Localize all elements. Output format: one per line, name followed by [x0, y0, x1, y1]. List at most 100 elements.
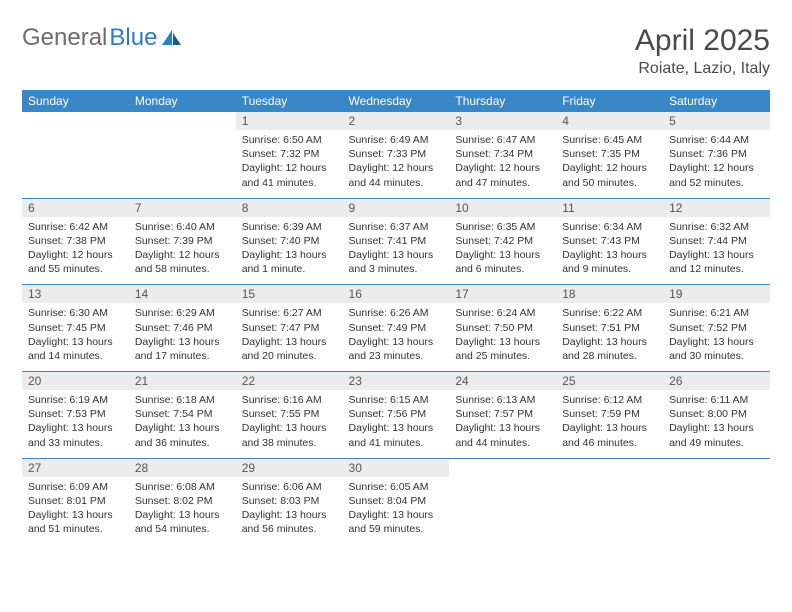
calendar-cell: 4Sunrise: 6:45 AMSunset: 7:35 PMDaylight…: [556, 112, 663, 198]
calendar-cell: 18Sunrise: 6:22 AMSunset: 7:51 PMDayligh…: [556, 285, 663, 372]
day-number: 20: [22, 372, 129, 390]
calendar-cell: 3Sunrise: 6:47 AMSunset: 7:34 PMDaylight…: [449, 112, 556, 198]
calendar-cell: 9Sunrise: 6:37 AMSunset: 7:41 PMDaylight…: [343, 198, 450, 285]
day-number: 8: [236, 199, 343, 217]
calendar-cell: 15Sunrise: 6:27 AMSunset: 7:47 PMDayligh…: [236, 285, 343, 372]
day-number: 2: [343, 112, 450, 130]
day-details: Sunrise: 6:44 AMSunset: 7:36 PMDaylight:…: [663, 130, 770, 198]
day-number: 26: [663, 372, 770, 390]
calendar-cell: 5Sunrise: 6:44 AMSunset: 7:36 PMDaylight…: [663, 112, 770, 198]
day-number: 10: [449, 199, 556, 217]
day-number: 1: [236, 112, 343, 130]
day-details: Sunrise: 6:49 AMSunset: 7:33 PMDaylight:…: [343, 130, 450, 198]
day-number: 21: [129, 372, 236, 390]
day-number: 3: [449, 112, 556, 130]
calendar-cell: 17Sunrise: 6:24 AMSunset: 7:50 PMDayligh…: [449, 285, 556, 372]
header: GeneralBlue April 2025 Roiate, Lazio, It…: [22, 24, 770, 78]
day-details: Sunrise: 6:21 AMSunset: 7:52 PMDaylight:…: [663, 303, 770, 371]
day-details: Sunrise: 6:19 AMSunset: 7:53 PMDaylight:…: [22, 390, 129, 458]
calendar-week-row: 20Sunrise: 6:19 AMSunset: 7:53 PMDayligh…: [22, 372, 770, 459]
day-number: 29: [236, 459, 343, 477]
day-details: Sunrise: 6:42 AMSunset: 7:38 PMDaylight:…: [22, 217, 129, 285]
logo-text-general: General: [22, 24, 107, 52]
calendar-cell: 2Sunrise: 6:49 AMSunset: 7:33 PMDaylight…: [343, 112, 450, 198]
calendar-cell: 24Sunrise: 6:13 AMSunset: 7:57 PMDayligh…: [449, 372, 556, 459]
calendar-cell: 10Sunrise: 6:35 AMSunset: 7:42 PMDayligh…: [449, 198, 556, 285]
calendar-week-row: 13Sunrise: 6:30 AMSunset: 7:45 PMDayligh…: [22, 285, 770, 372]
day-number: 28: [129, 459, 236, 477]
day-number: 25: [556, 372, 663, 390]
calendar-body: .... 1Sunrise: 6:50 AMSunset: 7:32 PMDayl…: [22, 112, 770, 544]
logo-sail-icon: [161, 29, 183, 47]
day-number: 5: [663, 112, 770, 130]
day-details: Sunrise: 6:30 AMSunset: 7:45 PMDaylight:…: [22, 303, 129, 371]
calendar-cell: 28Sunrise: 6:08 AMSunset: 8:02 PMDayligh…: [129, 458, 236, 544]
day-details: Sunrise: 6:15 AMSunset: 7:56 PMDaylight:…: [343, 390, 450, 458]
calendar-cell: 19Sunrise: 6:21 AMSunset: 7:52 PMDayligh…: [663, 285, 770, 372]
calendar-cell: 12Sunrise: 6:32 AMSunset: 7:44 PMDayligh…: [663, 198, 770, 285]
day-number: 24: [449, 372, 556, 390]
calendar-cell: ..: [663, 458, 770, 544]
day-number: 12: [663, 199, 770, 217]
day-number: 23: [343, 372, 450, 390]
calendar-cell: 22Sunrise: 6:16 AMSunset: 7:55 PMDayligh…: [236, 372, 343, 459]
weekday-header: Tuesday: [236, 90, 343, 112]
calendar-cell: 11Sunrise: 6:34 AMSunset: 7:43 PMDayligh…: [556, 198, 663, 285]
day-number: 7: [129, 199, 236, 217]
day-details: Sunrise: 6:32 AMSunset: 7:44 PMDaylight:…: [663, 217, 770, 285]
day-number: 4: [556, 112, 663, 130]
day-details: Sunrise: 6:34 AMSunset: 7:43 PMDaylight:…: [556, 217, 663, 285]
day-details: Sunrise: 6:05 AMSunset: 8:04 PMDaylight:…: [343, 477, 450, 545]
weekday-header-row: SundayMondayTuesdayWednesdayThursdayFrid…: [22, 90, 770, 112]
day-details: Sunrise: 6:50 AMSunset: 7:32 PMDaylight:…: [236, 130, 343, 198]
calendar-cell: 14Sunrise: 6:29 AMSunset: 7:46 PMDayligh…: [129, 285, 236, 372]
day-details: Sunrise: 6:39 AMSunset: 7:40 PMDaylight:…: [236, 217, 343, 285]
day-number: 19: [663, 285, 770, 303]
weekday-header: Wednesday: [343, 90, 450, 112]
calendar-cell: 23Sunrise: 6:15 AMSunset: 7:56 PMDayligh…: [343, 372, 450, 459]
calendar-cell: 20Sunrise: 6:19 AMSunset: 7:53 PMDayligh…: [22, 372, 129, 459]
day-number: 16: [343, 285, 450, 303]
day-details: Sunrise: 6:35 AMSunset: 7:42 PMDaylight:…: [449, 217, 556, 285]
day-number: 27: [22, 459, 129, 477]
day-details: Sunrise: 6:37 AMSunset: 7:41 PMDaylight:…: [343, 217, 450, 285]
day-details: Sunrise: 6:26 AMSunset: 7:49 PMDaylight:…: [343, 303, 450, 371]
day-details: Sunrise: 6:09 AMSunset: 8:01 PMDaylight:…: [22, 477, 129, 545]
weekday-header: Friday: [556, 90, 663, 112]
calendar-table: SundayMondayTuesdayWednesdayThursdayFrid…: [22, 90, 770, 544]
day-details: Sunrise: 6:18 AMSunset: 7:54 PMDaylight:…: [129, 390, 236, 458]
calendar-cell: 1Sunrise: 6:50 AMSunset: 7:32 PMDaylight…: [236, 112, 343, 198]
day-details: Sunrise: 6:11 AMSunset: 8:00 PMDaylight:…: [663, 390, 770, 458]
page-title: April 2025: [635, 24, 770, 58]
day-number: 11: [556, 199, 663, 217]
day-number: 30: [343, 459, 450, 477]
day-details: Sunrise: 6:13 AMSunset: 7:57 PMDaylight:…: [449, 390, 556, 458]
calendar-cell: ..: [449, 458, 556, 544]
day-number: 9: [343, 199, 450, 217]
calendar-cell: 6Sunrise: 6:42 AMSunset: 7:38 PMDaylight…: [22, 198, 129, 285]
day-number: 14: [129, 285, 236, 303]
weekday-header: Monday: [129, 90, 236, 112]
day-number: 22: [236, 372, 343, 390]
weekday-header: Saturday: [663, 90, 770, 112]
logo: GeneralBlue: [22, 24, 183, 52]
calendar-cell: 21Sunrise: 6:18 AMSunset: 7:54 PMDayligh…: [129, 372, 236, 459]
day-details: Sunrise: 6:45 AMSunset: 7:35 PMDaylight:…: [556, 130, 663, 198]
calendar-cell: 8Sunrise: 6:39 AMSunset: 7:40 PMDaylight…: [236, 198, 343, 285]
day-details: Sunrise: 6:06 AMSunset: 8:03 PMDaylight:…: [236, 477, 343, 545]
day-details: Sunrise: 6:40 AMSunset: 7:39 PMDaylight:…: [129, 217, 236, 285]
calendar-cell: 29Sunrise: 6:06 AMSunset: 8:03 PMDayligh…: [236, 458, 343, 544]
day-details: Sunrise: 6:22 AMSunset: 7:51 PMDaylight:…: [556, 303, 663, 371]
location-text: Roiate, Lazio, Italy: [635, 60, 770, 78]
day-number: 6: [22, 199, 129, 217]
calendar-cell: ..: [22, 112, 129, 198]
calendar-cell: 7Sunrise: 6:40 AMSunset: 7:39 PMDaylight…: [129, 198, 236, 285]
day-number: 15: [236, 285, 343, 303]
calendar-cell: ..: [556, 458, 663, 544]
calendar-cell: 26Sunrise: 6:11 AMSunset: 8:00 PMDayligh…: [663, 372, 770, 459]
day-details: Sunrise: 6:12 AMSunset: 7:59 PMDaylight:…: [556, 390, 663, 458]
day-details: Sunrise: 6:47 AMSunset: 7:34 PMDaylight:…: [449, 130, 556, 198]
weekday-header: Thursday: [449, 90, 556, 112]
title-block: April 2025 Roiate, Lazio, Italy: [635, 24, 770, 78]
calendar-cell: 30Sunrise: 6:05 AMSunset: 8:04 PMDayligh…: [343, 458, 450, 544]
